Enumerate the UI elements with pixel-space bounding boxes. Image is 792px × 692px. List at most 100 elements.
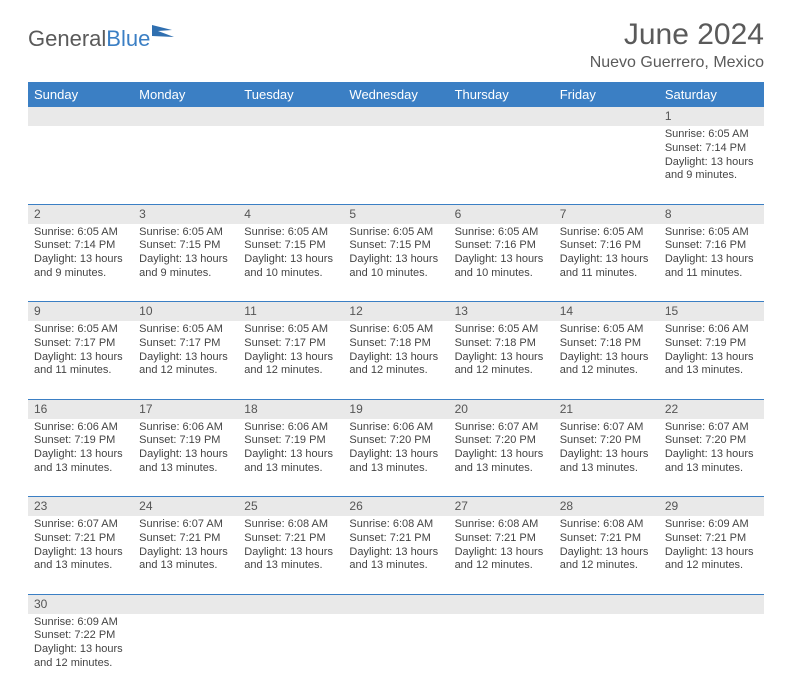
daylight-text: Daylight: 13 hours and 12 minutes. [665, 546, 758, 574]
sunrise-text: Sunrise: 6:05 AM [139, 323, 232, 337]
day-cell: Sunrise: 6:07 AMSunset: 7:21 PMDaylight:… [28, 516, 133, 594]
day-number-cell [343, 107, 448, 126]
daylight-text: Daylight: 13 hours and 13 minutes. [34, 448, 127, 476]
day-number-row: 9101112131415 [28, 302, 764, 322]
day-cell-body: Sunrise: 6:06 AMSunset: 7:19 PMDaylight:… [238, 419, 343, 480]
day-cell: Sunrise: 6:05 AMSunset: 7:16 PMDaylight:… [554, 224, 659, 302]
day-number-row: 1 [28, 107, 764, 126]
day-cell-body: Sunrise: 6:08 AMSunset: 7:21 PMDaylight:… [554, 516, 659, 577]
daylight-text: Daylight: 13 hours and 13 minutes. [244, 448, 337, 476]
sunrise-text: Sunrise: 6:09 AM [34, 616, 127, 630]
day-cell-body: Sunrise: 6:08 AMSunset: 7:21 PMDaylight:… [449, 516, 554, 577]
logo-text: GeneralBlue [28, 26, 150, 52]
day-cell-body: Sunrise: 6:06 AMSunset: 7:19 PMDaylight:… [28, 419, 133, 480]
sunrise-text: Sunrise: 6:07 AM [665, 421, 758, 435]
day-number-cell: 30 [28, 594, 133, 614]
day-number-cell: 28 [554, 497, 659, 517]
day-cell [659, 614, 764, 692]
sunrise-text: Sunrise: 6:08 AM [349, 518, 442, 532]
daylight-text: Daylight: 13 hours and 13 minutes. [665, 351, 758, 379]
sunset-text: Sunset: 7:14 PM [34, 239, 127, 253]
day-cell [554, 126, 659, 204]
sunrise-text: Sunrise: 6:07 AM [560, 421, 653, 435]
sunrise-text: Sunrise: 6:06 AM [139, 421, 232, 435]
daylight-text: Daylight: 13 hours and 13 minutes. [665, 448, 758, 476]
day-cell: Sunrise: 6:05 AMSunset: 7:16 PMDaylight:… [449, 224, 554, 302]
day-number-cell [28, 107, 133, 126]
day-cell [238, 614, 343, 692]
daylight-text: Daylight: 13 hours and 13 minutes. [244, 546, 337, 574]
day-number-cell: 20 [449, 399, 554, 419]
weekday-header: Sunday [28, 82, 133, 107]
day-number-cell: 17 [133, 399, 238, 419]
daylight-text: Daylight: 13 hours and 10 minutes. [349, 253, 442, 281]
day-cell-body: Sunrise: 6:07 AMSunset: 7:21 PMDaylight:… [133, 516, 238, 577]
day-cell: Sunrise: 6:08 AMSunset: 7:21 PMDaylight:… [238, 516, 343, 594]
sunrise-text: Sunrise: 6:05 AM [560, 323, 653, 337]
day-cell-body: Sunrise: 6:05 AMSunset: 7:15 PMDaylight:… [343, 224, 448, 285]
day-cell-body: Sunrise: 6:05 AMSunset: 7:14 PMDaylight:… [28, 224, 133, 285]
sunset-text: Sunset: 7:17 PM [244, 337, 337, 351]
daylight-text: Daylight: 13 hours and 13 minutes. [139, 448, 232, 476]
sunset-text: Sunset: 7:14 PM [665, 142, 758, 156]
sunset-text: Sunset: 7:17 PM [139, 337, 232, 351]
day-cell: Sunrise: 6:08 AMSunset: 7:21 PMDaylight:… [554, 516, 659, 594]
sunset-text: Sunset: 7:19 PM [139, 434, 232, 448]
day-cell: Sunrise: 6:07 AMSunset: 7:20 PMDaylight:… [554, 419, 659, 497]
day-number-cell [449, 594, 554, 614]
day-cell: Sunrise: 6:06 AMSunset: 7:19 PMDaylight:… [133, 419, 238, 497]
day-number-cell: 13 [449, 302, 554, 322]
day-cell [133, 614, 238, 692]
weekday-header-row: SundayMondayTuesdayWednesdayThursdayFrid… [28, 82, 764, 107]
day-number-cell [238, 107, 343, 126]
sunset-text: Sunset: 7:20 PM [455, 434, 548, 448]
day-cell: Sunrise: 6:07 AMSunset: 7:20 PMDaylight:… [659, 419, 764, 497]
day-number-cell [449, 107, 554, 126]
sunset-text: Sunset: 7:20 PM [349, 434, 442, 448]
daylight-text: Daylight: 13 hours and 13 minutes. [349, 546, 442, 574]
title-block: June 2024 Nuevo Guerrero, Mexico [590, 18, 764, 72]
day-number-cell: 26 [343, 497, 448, 517]
week-row: Sunrise: 6:07 AM Sunset: 7:21 PM Daylight:… [28, 516, 764, 594]
sunrise-text: Sunrise: 6:07 AM [139, 518, 232, 532]
day-number-cell [554, 594, 659, 614]
logo-text-general: General [28, 26, 106, 51]
day-number-cell: 19 [343, 399, 448, 419]
daylight-text: Daylight: 13 hours and 12 minutes. [34, 643, 127, 671]
day-cell: Sunrise: 6:06 AMSunset: 7:19 PMDaylight:… [238, 419, 343, 497]
sunrise-text: Sunrise: 6:08 AM [560, 518, 653, 532]
day-cell-body: Sunrise: 6:05 AMSunset: 7:16 PMDaylight:… [659, 224, 764, 285]
day-number-row: 23242526272829 [28, 497, 764, 517]
weekday-header: Thursday [449, 82, 554, 107]
daylight-text: Daylight: 13 hours and 12 minutes. [244, 351, 337, 379]
daylight-text: Daylight: 13 hours and 11 minutes. [34, 351, 127, 379]
day-number-cell [659, 594, 764, 614]
sunrise-text: Sunrise: 6:05 AM [34, 226, 127, 240]
sunset-text: Sunset: 7:21 PM [560, 532, 653, 546]
sunrise-text: Sunrise: 6:08 AM [455, 518, 548, 532]
day-number-cell [238, 594, 343, 614]
day-cell: Sunrise: 6:05 AMSunset: 7:16 PMDaylight:… [659, 224, 764, 302]
day-cell: Sunrise: 6:05 AMSunset: 7:17 PMDaylight:… [238, 321, 343, 399]
daylight-text: Daylight: 13 hours and 9 minutes. [34, 253, 127, 281]
sunset-text: Sunset: 7:20 PM [560, 434, 653, 448]
day-number-cell: 22 [659, 399, 764, 419]
day-number-cell: 15 [659, 302, 764, 322]
day-cell-body: Sunrise: 6:06 AMSunset: 7:19 PMDaylight:… [659, 321, 764, 382]
day-cell: Sunrise: 6:06 AMSunset: 7:19 PMDaylight:… [659, 321, 764, 399]
sunset-text: Sunset: 7:21 PM [34, 532, 127, 546]
sunset-text: Sunset: 7:17 PM [34, 337, 127, 351]
daylight-text: Daylight: 13 hours and 11 minutes. [665, 253, 758, 281]
day-cell: Sunrise: 6:05 AMSunset: 7:14 PMDaylight:… [28, 224, 133, 302]
day-cell: Sunrise: 6:05 AMSunset: 7:14 PMDaylight:… [659, 126, 764, 204]
sunset-text: Sunset: 7:18 PM [455, 337, 548, 351]
day-cell-body: Sunrise: 6:05 AMSunset: 7:18 PMDaylight:… [343, 321, 448, 382]
day-number-cell: 25 [238, 497, 343, 517]
day-number-cell: 21 [554, 399, 659, 419]
day-number-cell: 10 [133, 302, 238, 322]
day-number-row: 16171819202122 [28, 399, 764, 419]
daylight-text: Daylight: 13 hours and 12 minutes. [455, 546, 548, 574]
daylight-text: Daylight: 13 hours and 12 minutes. [139, 351, 232, 379]
sunset-text: Sunset: 7:18 PM [560, 337, 653, 351]
sunrise-text: Sunrise: 6:06 AM [244, 421, 337, 435]
